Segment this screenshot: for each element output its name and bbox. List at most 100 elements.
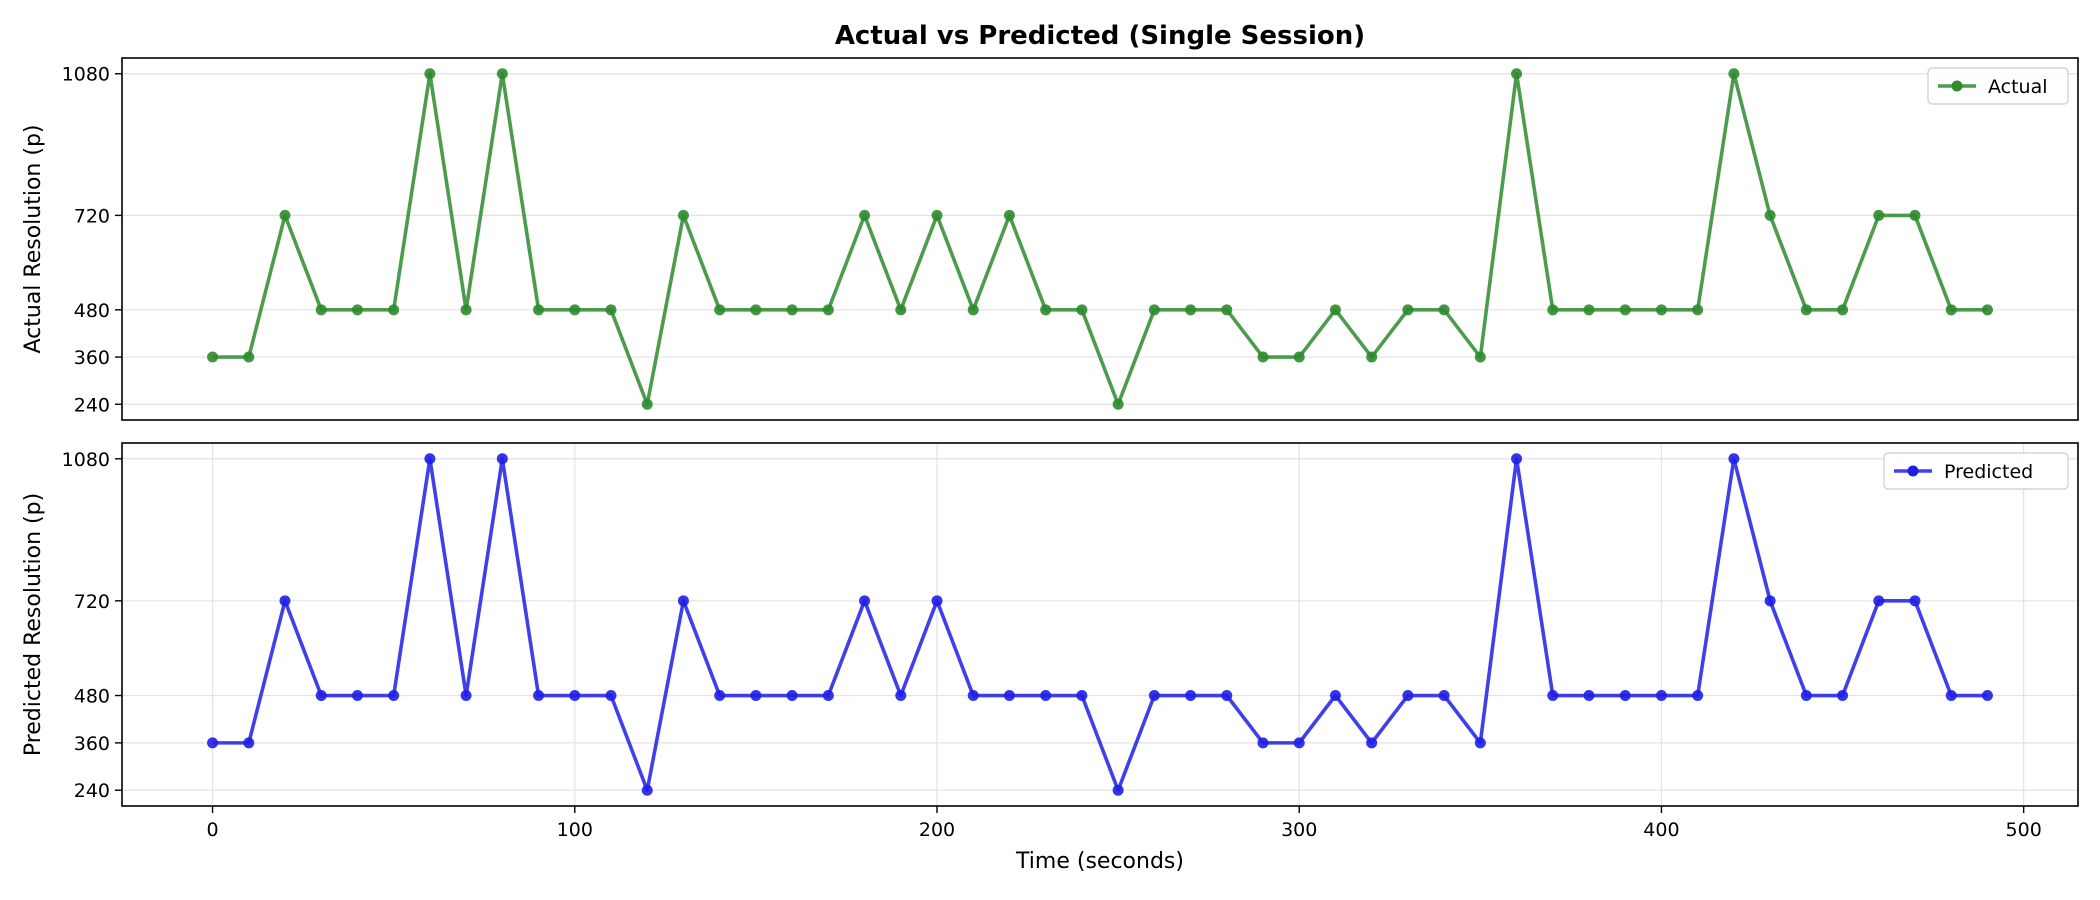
y-tick-label: 480 [74,686,110,708]
data-point [931,209,943,221]
data-point [243,737,255,749]
data-point [424,453,436,465]
data-point [1945,304,1957,316]
data-point [677,595,689,607]
data-point [1438,690,1450,702]
predicted-panel: Predicted 240 360 480 720 1080 Predicted Resol… [21,442,2079,841]
data-point [1148,690,1160,702]
data-point [1329,690,1341,702]
data-point [931,595,943,607]
data-point [1655,304,1667,316]
chart-title: Actual vs Predicted (Single Session) [835,21,1365,51]
data-point [605,304,617,316]
x-tick-label: 0 [207,819,219,841]
data-point [1547,304,1559,316]
data-point [388,690,400,702]
data-point [533,304,545,316]
data-point [388,304,400,316]
data-point [714,690,726,702]
data-point [786,304,798,316]
x-tick-label: 400 [1643,819,1679,841]
legend-marker [1907,465,1919,477]
data-point [460,304,472,316]
data-point [1837,304,1849,316]
data-point [424,68,436,80]
data-point [315,304,327,316]
legend: Predicted [1883,452,2069,490]
y-tick-label: 1080 [62,64,110,86]
x-tick-label: 100 [557,819,593,841]
data-point [1366,351,1378,363]
data-point [895,304,907,316]
data-point [279,209,291,221]
x-tick-label: 200 [919,819,955,841]
data-point [1076,304,1088,316]
legend-label: Actual [1988,76,2048,98]
data-point [1764,595,1776,607]
legend-box [1883,452,2069,490]
y-tick-label: 720 [74,205,110,227]
data-point [1257,737,1269,749]
data-point [1909,595,1921,607]
data-point [1873,595,1885,607]
data-point [1221,304,1233,316]
data-point [1511,453,1523,465]
y-tick-label: 240 [74,780,110,802]
data-point [1438,304,1450,316]
data-point [859,595,871,607]
data-point [1909,209,1921,221]
data-point [1945,690,1957,702]
data-point [1728,453,1740,465]
data-point [207,351,219,363]
data-point [207,737,219,749]
data-point [822,690,834,702]
data-point [1293,737,1305,749]
data-point [967,690,979,702]
data-point [496,68,508,80]
data-point [895,690,907,702]
data-point [1692,304,1704,316]
data-point [1474,737,1486,749]
axes-frame [121,442,2079,807]
data-point [1474,351,1486,363]
data-point [714,304,726,316]
data-point [315,690,327,702]
data-point [1003,209,1015,221]
data-point [822,304,834,316]
data-point [569,304,581,316]
data-point [351,690,363,702]
data-point [1257,351,1269,363]
legend-box [1927,67,2069,105]
data-point [750,690,762,702]
data-point [641,784,653,796]
data-point [243,351,255,363]
data-point [677,209,689,221]
data-point [1619,304,1631,316]
data-point [1981,690,1993,702]
data-point [533,690,545,702]
y-tick-label: 1080 [62,449,110,471]
data-point [279,595,291,607]
data-point [1402,304,1414,316]
data-point [351,304,363,316]
data-point [1402,690,1414,702]
data-point [605,690,617,702]
y-axis-label: Actual Resolution (p) [21,125,46,354]
legend: Actual [1927,67,2069,105]
x-tick-label: 300 [1281,819,1317,841]
data-point [1583,690,1595,702]
series-line-predicted [212,456,1988,793]
data-point [1003,690,1015,702]
actual-panel: Actual 240 360 480 720 1080 Actual Resolution … [21,57,2079,421]
y-tick-label: 720 [74,591,110,613]
data-point [967,304,979,316]
data-point [1293,351,1305,363]
data-point [750,304,762,316]
data-point [1547,690,1559,702]
data-point [1692,690,1704,702]
data-point [1221,690,1233,702]
data-point [1655,690,1667,702]
data-point [1185,304,1197,316]
data-point [460,690,472,702]
